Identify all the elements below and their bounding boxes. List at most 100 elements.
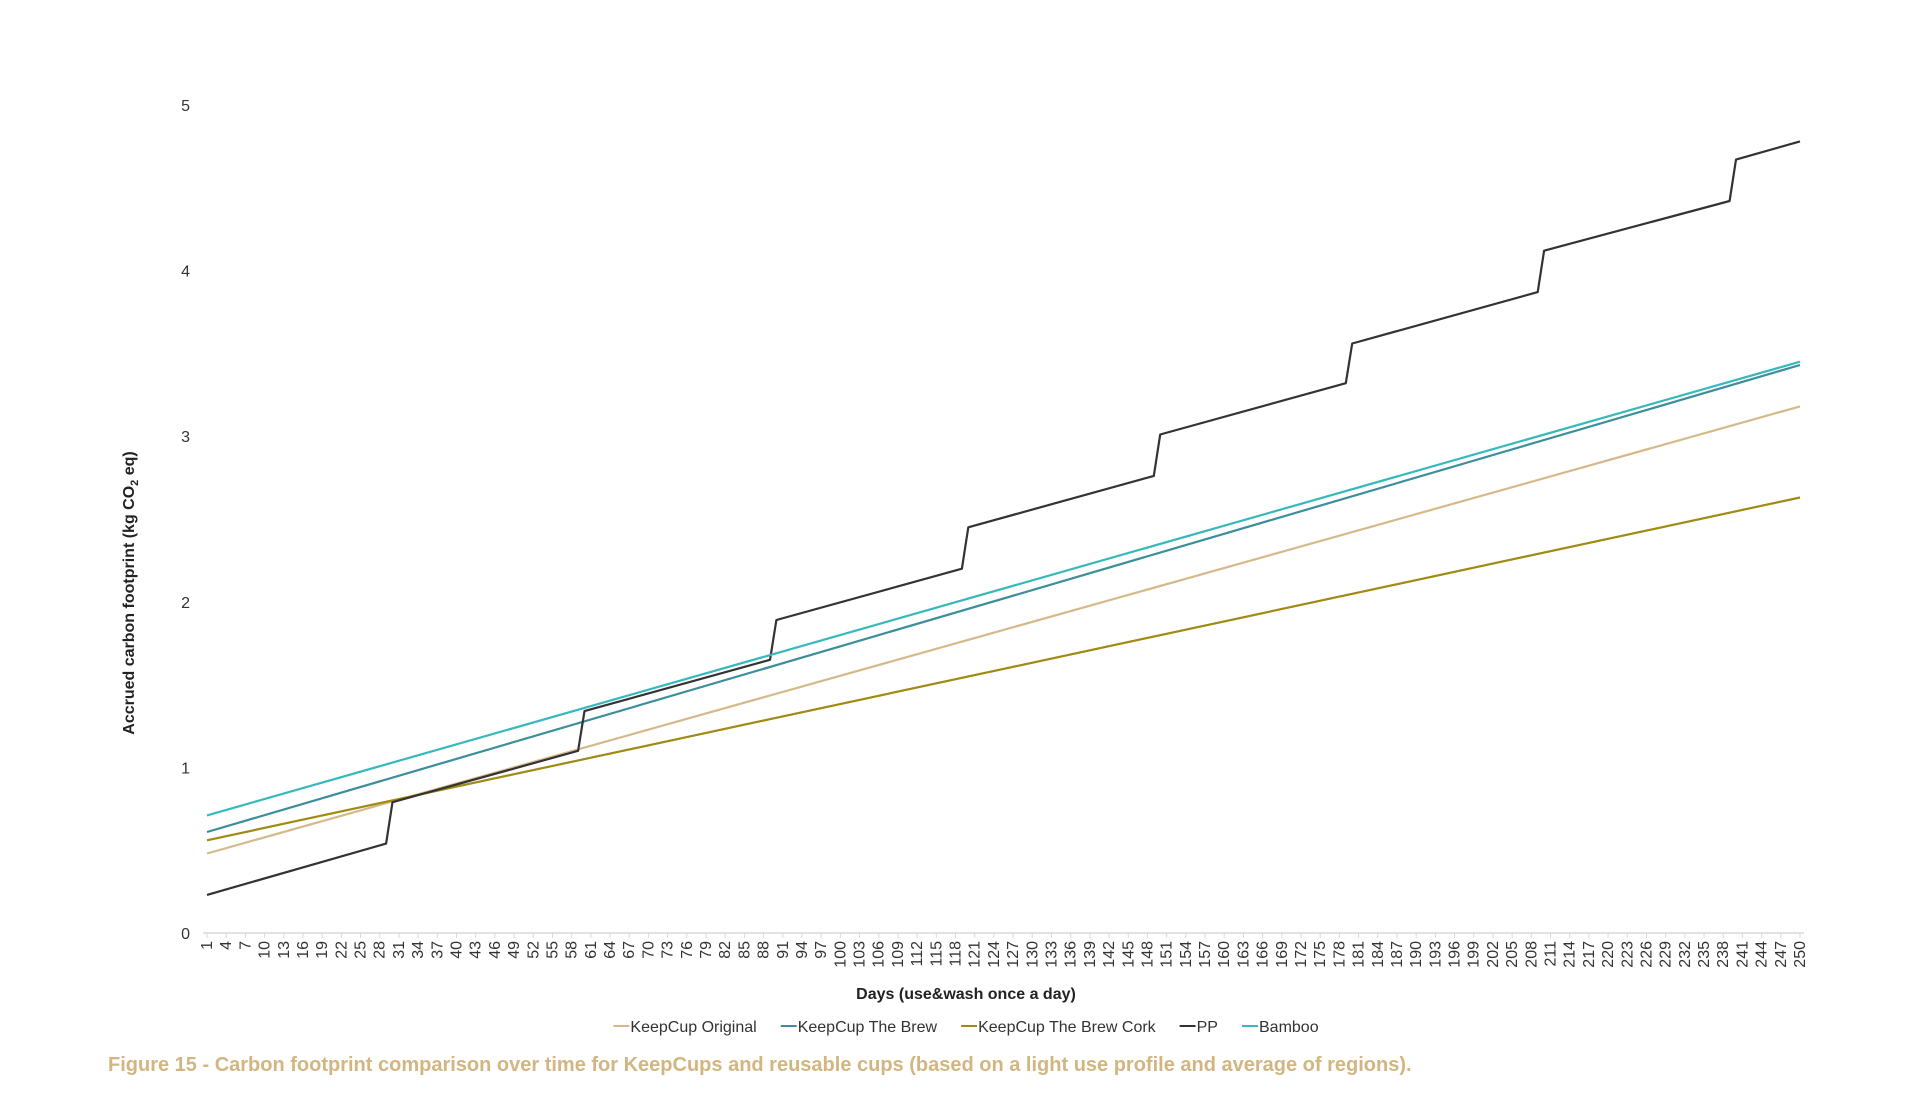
legend-label: Bamboo <box>1259 1019 1319 1036</box>
x-tick-label: 52 <box>525 941 542 959</box>
x-tick-label: 103 <box>852 941 869 968</box>
x-tick-label: 160 <box>1216 941 1233 968</box>
x-tick-labels: 1 4 7 10 13 16 19 22 25 28 31 34 37 40 43 46 49 52 55 58 61 6… <box>199 941 1809 968</box>
x-tick-label: 247 <box>1773 941 1790 968</box>
legend-item: Bamboo <box>1242 1019 1319 1036</box>
x-tick-label: 97 <box>813 941 830 959</box>
x-tick-label: 121 <box>967 941 984 968</box>
x-tick-label: 235 <box>1696 941 1713 968</box>
x-tick-label: 88 <box>756 941 773 959</box>
x-tick-label: 220 <box>1600 941 1617 968</box>
y-axis-title: Accrued carbon footprint (kg CO2 eq) <box>121 451 141 734</box>
x-ticks <box>206 933 1801 938</box>
x-tick-label: 124 <box>986 941 1003 968</box>
x-tick-label: 157 <box>1197 941 1214 968</box>
y-tick-label: 3 <box>181 429 190 446</box>
x-tick-label: 193 <box>1427 941 1444 968</box>
x-tick-label: 214 <box>1562 941 1579 968</box>
y-axis-title-part: Accrued carbon footprint (kg CO <box>121 486 138 735</box>
x-tick-label: 145 <box>1120 941 1137 968</box>
x-tick-label: 205 <box>1504 941 1521 968</box>
x-tick-label: 202 <box>1485 941 1502 968</box>
legend: KeepCup Original KeepCup The Brew KeepCup … <box>613 1019 1319 1036</box>
x-tick-label: 127 <box>1005 941 1022 968</box>
x-tick-label: 181 <box>1351 941 1368 968</box>
x-tick-label: 25 <box>353 941 370 959</box>
x-tick-label: 244 <box>1754 941 1771 968</box>
x-tick-label: 226 <box>1638 941 1655 968</box>
legend-item: PP <box>1179 1019 1218 1036</box>
x-tick-label: 184 <box>1370 941 1387 968</box>
x-tick-label: 190 <box>1408 941 1425 968</box>
x-tick-label: 94 <box>794 941 811 959</box>
x-tick-label: 28 <box>372 941 389 959</box>
x-tick-label: 217 <box>1581 941 1598 968</box>
x-tick-label: 172 <box>1293 941 1310 968</box>
x-tick-label: 169 <box>1274 941 1291 968</box>
x-tick-label: 37 <box>429 941 446 959</box>
y-tick-label: 5 <box>181 98 190 115</box>
y-tick-labels: 0 1 2 3 4 5 <box>181 98 190 943</box>
x-tick-label: 13 <box>276 941 293 959</box>
series-lines <box>206 140 1801 896</box>
figure-caption: Figure 15 - Carbon footprint comparison … <box>108 1054 1412 1076</box>
x-tick-label: 43 <box>468 941 485 959</box>
x-tick-label: 64 <box>602 941 619 959</box>
x-tick-label: 232 <box>1677 941 1694 968</box>
x-tick-label: 223 <box>1619 941 1636 968</box>
x-tick-label: 187 <box>1389 941 1406 968</box>
y-tick-label: 0 <box>181 926 190 943</box>
x-tick-label: 208 <box>1523 941 1540 968</box>
x-tick-label: 199 <box>1466 941 1483 968</box>
x-tick-label: 109 <box>890 941 907 968</box>
x-tick-label: 163 <box>1235 941 1252 968</box>
x-tick-label: 58 <box>564 941 581 959</box>
x-tick-label: 70 <box>640 941 657 959</box>
x-tick-label: 7 <box>237 941 254 950</box>
x-tick-label: 16 <box>295 941 312 959</box>
x-tick-label: 229 <box>1658 941 1675 968</box>
x-tick-label: 154 <box>1178 941 1195 968</box>
x-tick-label: 100 <box>832 941 849 968</box>
x-tick-label: 106 <box>871 941 888 968</box>
x-tick-label: 196 <box>1447 941 1464 968</box>
x-tick-label: 22 <box>333 941 350 959</box>
y-tick-label: 4 <box>181 264 190 281</box>
x-tick-label: 76 <box>679 941 696 959</box>
x-tick-label: 46 <box>487 941 504 959</box>
y-tick-label: 2 <box>181 595 190 612</box>
legend-label: PP <box>1197 1019 1218 1036</box>
x-tick-label: 241 <box>1734 941 1751 968</box>
x-tick-label: 115 <box>928 941 945 967</box>
x-tick-label: 118 <box>948 941 965 967</box>
x-tick-label: 238 <box>1715 941 1732 968</box>
x-tick-label: 142 <box>1101 941 1118 968</box>
x-tick-label: 40 <box>449 941 466 959</box>
x-tick-label: 67 <box>621 941 638 959</box>
x-tick-label: 10 <box>257 941 274 959</box>
x-tick-label: 139 <box>1082 941 1099 968</box>
x-tick-label: 178 <box>1331 941 1348 968</box>
x-tick-label: 112 <box>909 941 926 967</box>
y-axis-title-subscript: 2 <box>129 480 141 486</box>
x-tick-label: 148 <box>1139 941 1156 968</box>
x-tick-label: 166 <box>1255 941 1272 968</box>
x-tick-label: 79 <box>698 941 715 959</box>
legend-label: KeepCup The Brew Cork <box>978 1019 1157 1036</box>
legend-item: KeepCup The Brew <box>780 1019 937 1036</box>
x-tick-label: 61 <box>583 941 600 959</box>
series-line-keepcup-the-brew-cork <box>206 496 1801 842</box>
x-tick-label: 133 <box>1043 941 1060 968</box>
x-tick-label: 34 <box>410 941 427 959</box>
x-tick-label: 130 <box>1024 941 1041 968</box>
x-tick-label: 55 <box>544 941 561 959</box>
x-tick-label: 175 <box>1312 941 1329 968</box>
legend-label: KeepCup Original <box>630 1019 756 1036</box>
x-tick-label: 85 <box>736 941 753 959</box>
y-tick-label: 1 <box>181 760 190 777</box>
series-line-bamboo <box>206 360 1801 817</box>
x-axis-title: Days (use&wash once a day) <box>856 986 1076 1003</box>
x-tick-label: 136 <box>1063 941 1080 968</box>
x-tick-label: 82 <box>717 941 734 959</box>
